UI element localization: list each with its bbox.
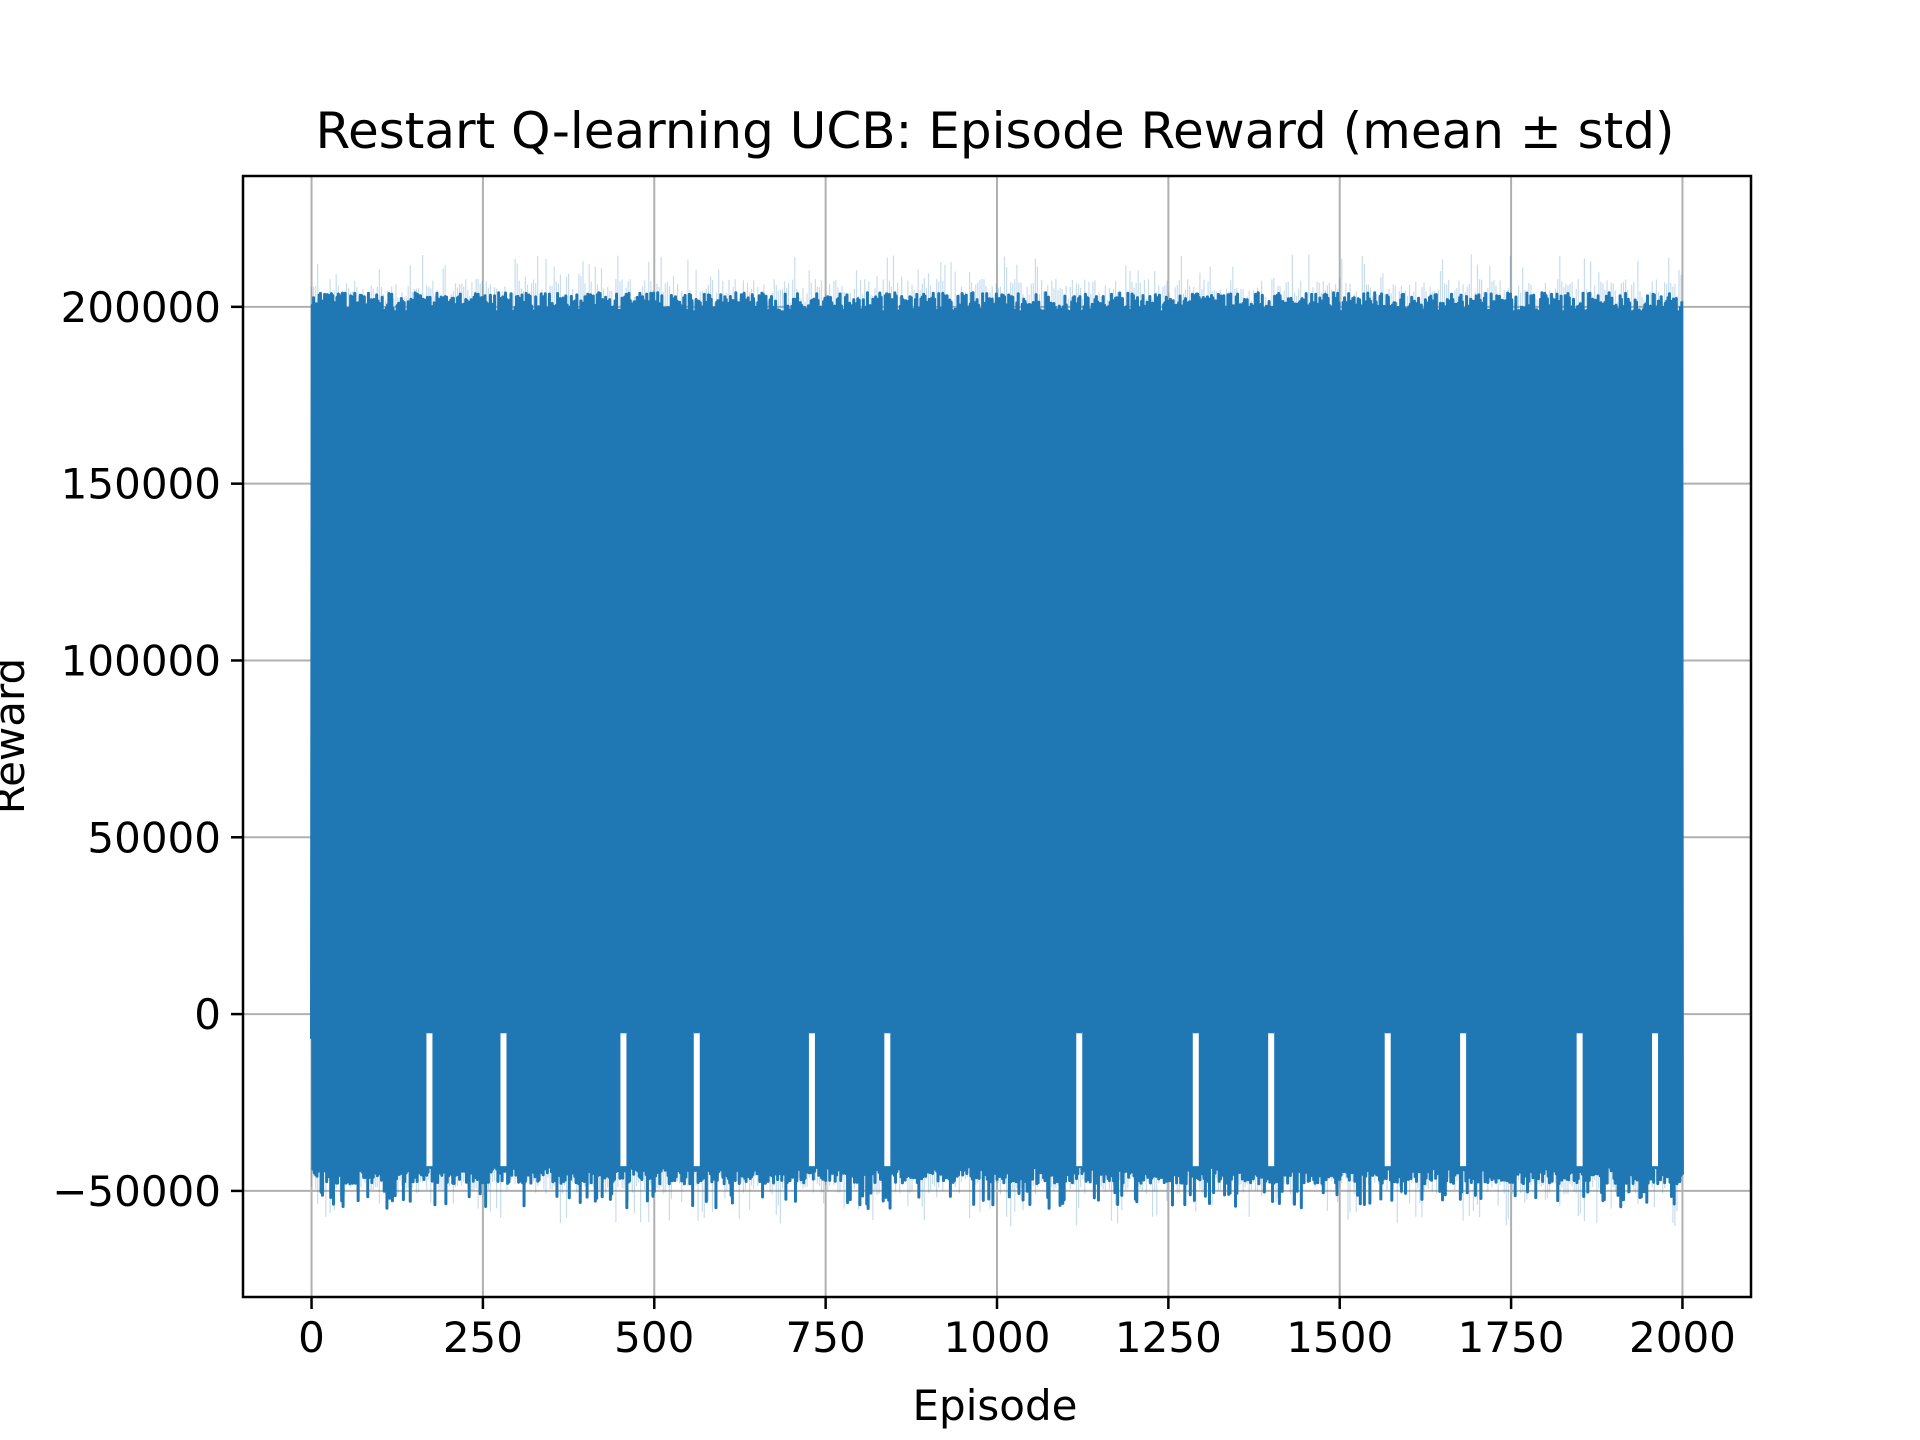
y-axis-title: Reward	[0, 658, 34, 814]
y-tick-label: 50000	[87, 813, 221, 862]
y-tick-label: 0	[194, 990, 221, 1039]
chart-title: Restart Q-learning UCB: Episode Reward (…	[315, 102, 1674, 160]
shallow-dip	[808, 1031, 815, 1167]
x-tick-label: 1250	[1115, 1313, 1222, 1362]
shallow-dip	[1192, 1031, 1199, 1167]
shallow-dip	[693, 1031, 700, 1167]
shallow-dip	[1268, 1031, 1275, 1167]
y-tick-label: −50000	[52, 1167, 221, 1216]
shallow-dip	[884, 1031, 891, 1167]
x-axis-title: Episode	[913, 1381, 1078, 1430]
shallow-dip	[500, 1031, 507, 1167]
y-tick-label: 100000	[61, 636, 221, 685]
mean-line-core	[313, 310, 1681, 1167]
shallow-dip	[1576, 1031, 1583, 1167]
x-tick-label: 2000	[1629, 1313, 1736, 1362]
x-tick-label: 750	[786, 1313, 866, 1362]
y-tick-label: 200000	[61, 283, 221, 332]
shallow-dip	[620, 1031, 627, 1167]
x-tick-label: 250	[443, 1313, 523, 1362]
x-tick-label: 500	[614, 1313, 694, 1362]
data-area	[310, 254, 1684, 1227]
shallow-dip	[1652, 1031, 1659, 1167]
x-tick-label: 1500	[1286, 1313, 1393, 1362]
y-axis: −50000 0 50000 100000 150000 200000	[52, 283, 243, 1216]
shallow-dip	[1384, 1031, 1391, 1167]
x-tick-label: 1000	[944, 1313, 1051, 1362]
x-tick-label: 0	[298, 1313, 325, 1362]
shallow-dip	[1076, 1031, 1083, 1167]
x-axis: 0 250 500 750 1000 1250 1500 1750 2000	[298, 1297, 1736, 1362]
shallow-dip	[426, 1031, 433, 1167]
x-tick-label: 1750	[1458, 1313, 1565, 1362]
shallow-dip	[1460, 1031, 1467, 1167]
y-tick-label: 150000	[61, 460, 221, 509]
